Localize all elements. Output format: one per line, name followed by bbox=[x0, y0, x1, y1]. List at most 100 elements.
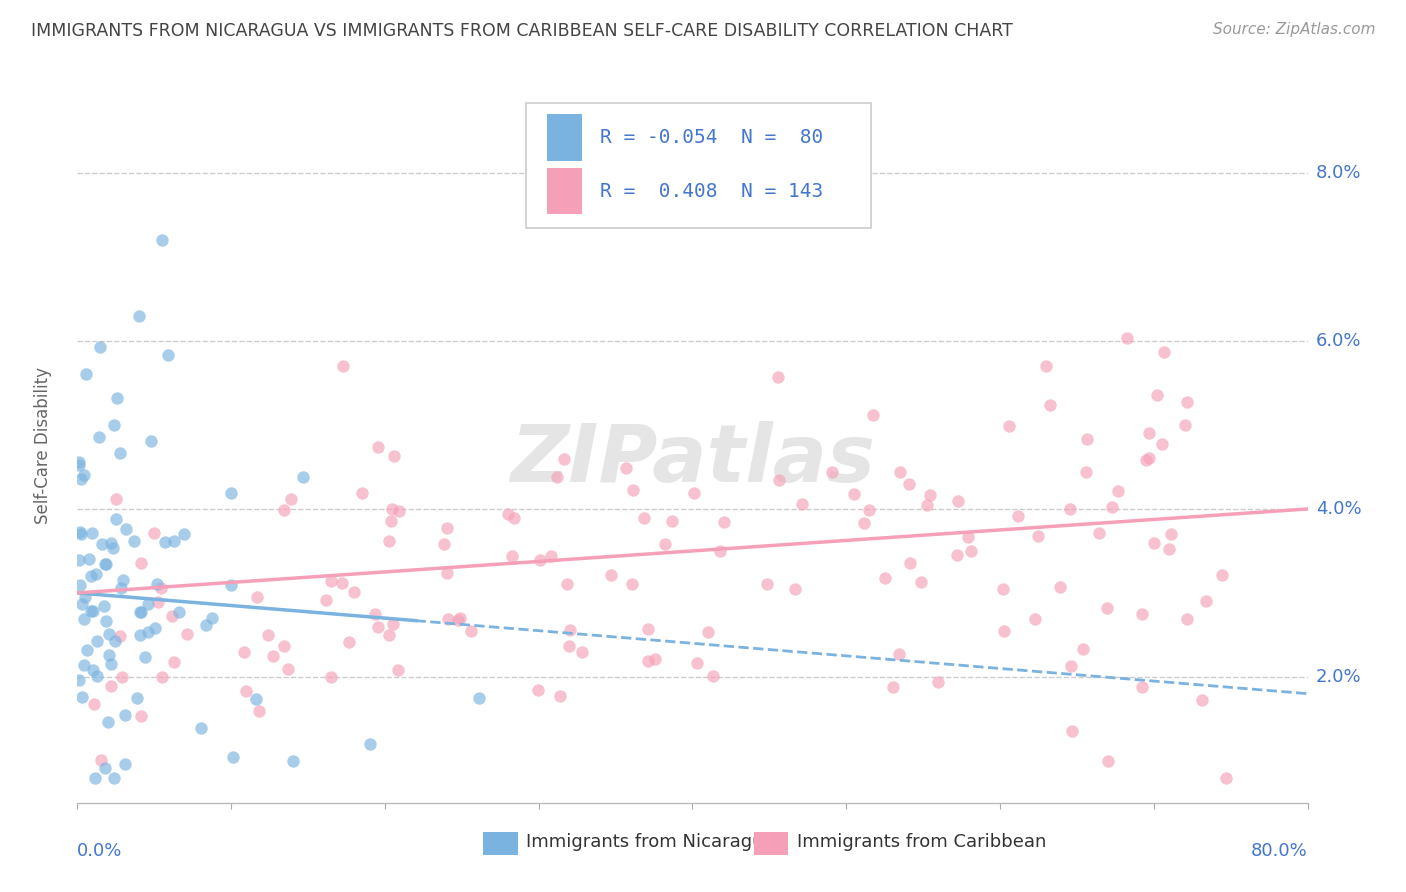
Immigrants from Caribbean bbox=[273, 502, 295, 516]
Immigrants from Caribbean bbox=[620, 577, 643, 591]
Immigrants from Nicaragua bbox=[122, 533, 145, 548]
FancyBboxPatch shape bbox=[547, 168, 582, 214]
Immigrants from Caribbean bbox=[343, 585, 366, 599]
Immigrants from Nicaragua bbox=[76, 642, 98, 657]
Immigrants from Nicaragua bbox=[67, 458, 90, 472]
Immigrants from Nicaragua bbox=[146, 577, 169, 591]
Immigrants from Caribbean bbox=[887, 648, 910, 662]
Immigrants from Caribbean bbox=[150, 670, 173, 684]
Immigrants from Caribbean bbox=[1049, 580, 1071, 594]
Immigrants from Caribbean bbox=[378, 628, 401, 642]
Immigrants from Nicaragua bbox=[281, 754, 304, 768]
Immigrants from Caribbean bbox=[352, 485, 374, 500]
Immigrants from Nicaragua bbox=[245, 691, 267, 706]
Immigrants from Nicaragua bbox=[89, 430, 111, 444]
Immigrants from Caribbean bbox=[380, 515, 402, 529]
Immigrants from Nicaragua bbox=[103, 541, 125, 556]
Immigrants from Nicaragua bbox=[69, 527, 91, 541]
Immigrants from Nicaragua bbox=[173, 527, 195, 541]
Immigrants from Nicaragua bbox=[128, 628, 150, 642]
Immigrants from Caribbean bbox=[821, 465, 844, 479]
Immigrants from Nicaragua bbox=[292, 469, 315, 483]
Immigrants from Caribbean bbox=[176, 627, 198, 641]
Immigrants from Caribbean bbox=[844, 487, 866, 501]
Immigrants from Nicaragua bbox=[104, 512, 127, 526]
Immigrants from Caribbean bbox=[898, 556, 921, 570]
Immigrants from Caribbean bbox=[437, 612, 460, 626]
Immigrants from Caribbean bbox=[546, 469, 568, 483]
Immigrants from Nicaragua bbox=[69, 577, 91, 591]
Immigrants from Caribbean bbox=[571, 645, 593, 659]
Immigrants from Caribbean bbox=[614, 461, 637, 475]
Immigrants from Nicaragua bbox=[80, 525, 103, 540]
Immigrants from Caribbean bbox=[233, 644, 256, 658]
Immigrants from Nicaragua bbox=[129, 605, 152, 619]
Immigrants from Caribbean bbox=[363, 607, 385, 621]
Immigrants from Caribbean bbox=[1095, 601, 1118, 615]
Immigrants from Caribbean bbox=[623, 483, 645, 498]
Immigrants from Caribbean bbox=[257, 628, 280, 642]
Immigrants from Nicaragua bbox=[94, 615, 117, 629]
Text: 80.0%: 80.0% bbox=[1251, 842, 1308, 860]
Immigrants from Caribbean bbox=[131, 708, 153, 723]
Immigrants from Caribbean bbox=[599, 568, 621, 582]
Immigrants from Caribbean bbox=[560, 623, 582, 637]
Immigrants from Nicaragua bbox=[155, 535, 177, 549]
Immigrants from Caribbean bbox=[898, 476, 921, 491]
Immigrants from Nicaragua bbox=[100, 657, 122, 671]
Immigrants from Caribbean bbox=[1059, 502, 1081, 516]
Immigrants from Caribbean bbox=[330, 575, 353, 590]
Immigrants from Nicaragua bbox=[163, 533, 186, 548]
Immigrants from Nicaragua bbox=[67, 553, 90, 567]
Immigrants from Caribbean bbox=[683, 486, 706, 500]
Immigrants from Caribbean bbox=[853, 516, 876, 531]
Immigrants from Nicaragua bbox=[93, 599, 115, 613]
Immigrants from Caribbean bbox=[387, 663, 409, 677]
Immigrants from Nicaragua bbox=[115, 522, 138, 536]
Immigrants from Caribbean bbox=[637, 622, 659, 636]
Immigrants from Caribbean bbox=[702, 669, 724, 683]
Immigrants from Caribbean bbox=[873, 571, 896, 585]
Immigrants from Caribbean bbox=[1097, 754, 1119, 768]
Immigrants from Caribbean bbox=[1074, 465, 1097, 479]
Immigrants from Caribbean bbox=[637, 654, 659, 668]
Immigrants from Caribbean bbox=[540, 549, 562, 564]
Immigrants from Nicaragua bbox=[114, 756, 136, 771]
Immigrants from Caribbean bbox=[1130, 607, 1153, 621]
Immigrants from Caribbean bbox=[889, 466, 911, 480]
Immigrants from Caribbean bbox=[447, 613, 470, 627]
Immigrants from Caribbean bbox=[1035, 359, 1057, 374]
Immigrants from Nicaragua bbox=[110, 581, 132, 595]
Immigrants from Nicaragua bbox=[128, 309, 150, 323]
Immigrants from Nicaragua bbox=[80, 569, 103, 583]
Immigrants from Nicaragua bbox=[73, 612, 96, 626]
Immigrants from Nicaragua bbox=[89, 340, 111, 354]
Immigrants from Caribbean bbox=[142, 525, 165, 540]
FancyBboxPatch shape bbox=[526, 103, 870, 228]
Immigrants from Nicaragua bbox=[72, 597, 94, 611]
Immigrants from Caribbean bbox=[558, 640, 581, 654]
Immigrants from Caribbean bbox=[150, 581, 173, 595]
Immigrants from Caribbean bbox=[388, 503, 411, 517]
Immigrants from Caribbean bbox=[90, 754, 112, 768]
Immigrants from Nicaragua bbox=[86, 669, 108, 683]
Immigrants from Nicaragua bbox=[97, 715, 120, 730]
Immigrants from Caribbean bbox=[319, 574, 342, 588]
Immigrants from Nicaragua bbox=[219, 578, 242, 592]
Immigrants from Caribbean bbox=[502, 511, 524, 525]
Immigrants from Caribbean bbox=[529, 553, 551, 567]
Immigrants from Caribbean bbox=[709, 544, 731, 558]
Immigrants from Caribbean bbox=[783, 582, 806, 597]
Text: IMMIGRANTS FROM NICARAGUA VS IMMIGRANTS FROM CARIBBEAN SELF-CARE DISABILITY CORR: IMMIGRANTS FROM NICARAGUA VS IMMIGRANTS … bbox=[31, 22, 1012, 40]
Immigrants from Nicaragua bbox=[94, 761, 117, 775]
Immigrants from Nicaragua bbox=[143, 622, 166, 636]
Immigrants from Caribbean bbox=[768, 370, 790, 384]
Immigrants from Nicaragua bbox=[129, 605, 152, 619]
Immigrants from Caribbean bbox=[685, 657, 707, 671]
Immigrants from Caribbean bbox=[129, 556, 152, 570]
Immigrants from Caribbean bbox=[1157, 542, 1180, 557]
Immigrants from Nicaragua bbox=[105, 391, 128, 405]
Immigrants from Caribbean bbox=[1174, 417, 1197, 432]
Immigrants from Caribbean bbox=[1039, 398, 1062, 412]
Immigrants from Nicaragua bbox=[80, 604, 103, 618]
